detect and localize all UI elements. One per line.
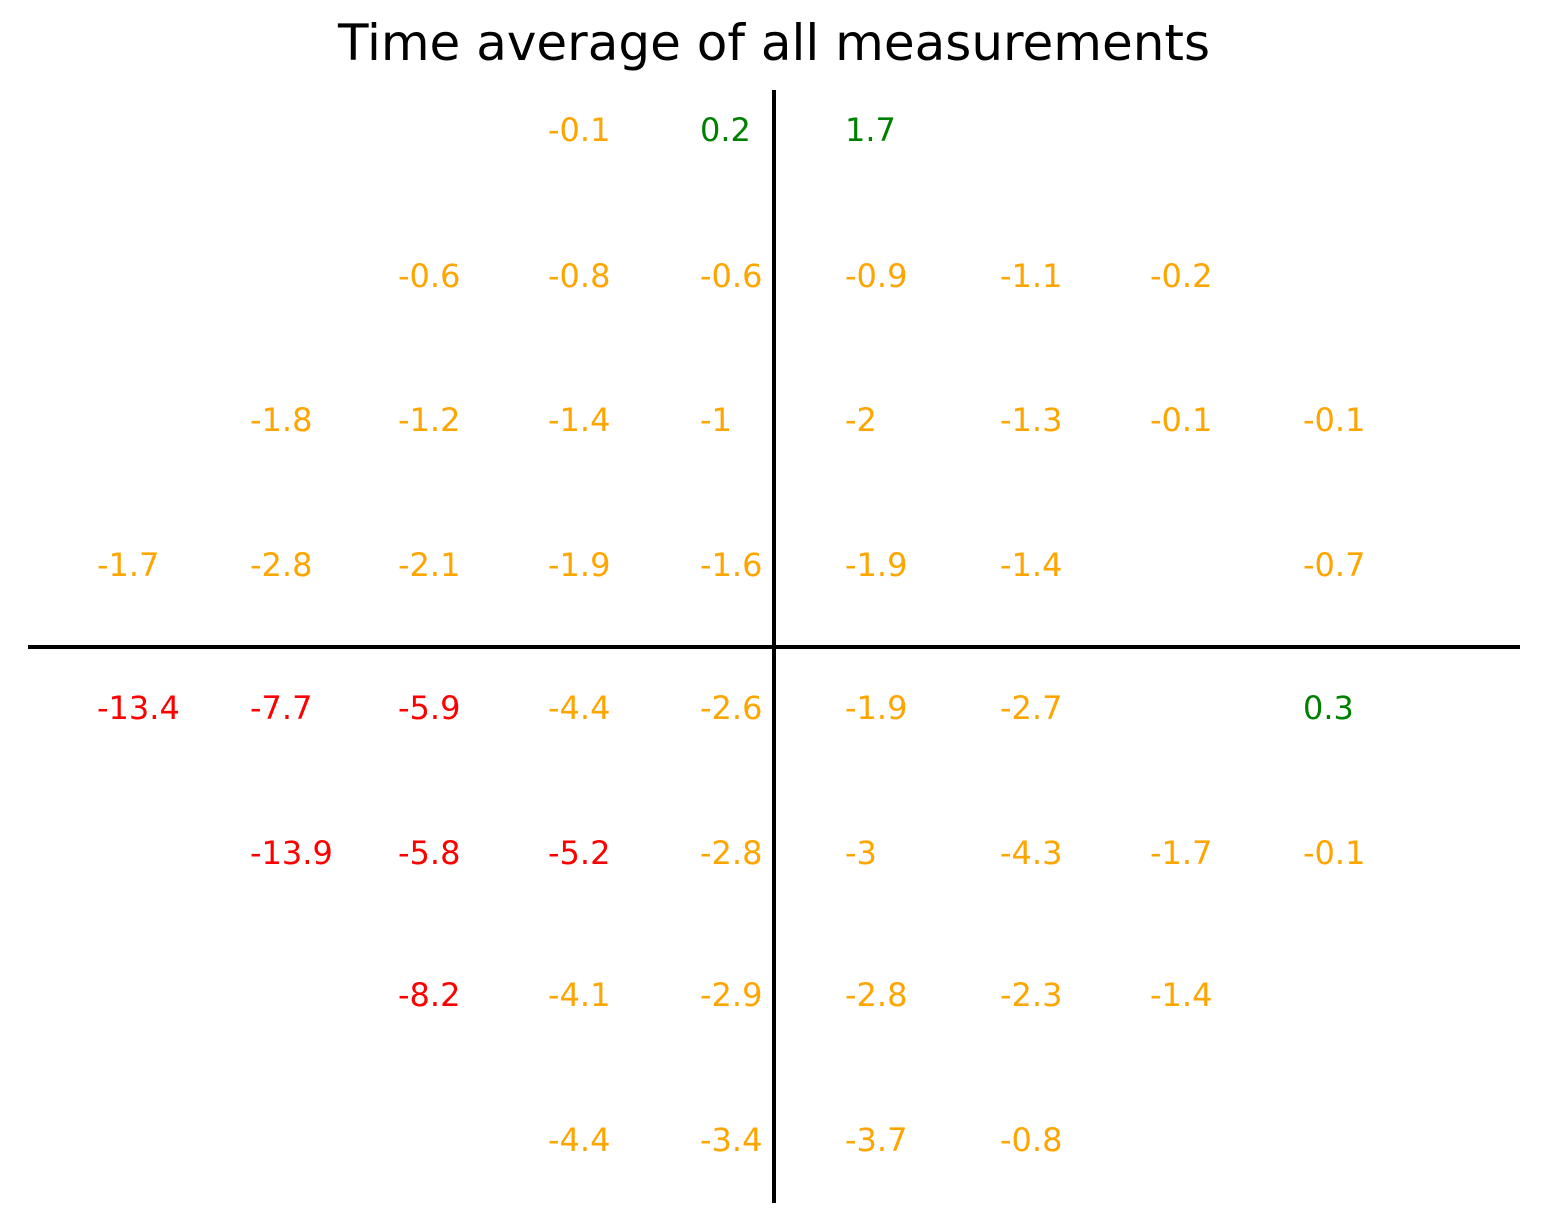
cell-value: -2.1 <box>398 546 461 584</box>
cell-value: -2.6 <box>700 689 763 727</box>
x-axis-line <box>28 645 1520 649</box>
cell-value: -1.7 <box>1150 834 1213 872</box>
cell-value: -1.7 <box>97 546 160 584</box>
cell-value: -1.9 <box>548 546 611 584</box>
cell-value: -0.6 <box>700 257 763 295</box>
cell-value: -4.3 <box>1000 834 1063 872</box>
cell-value: -0.8 <box>1000 1121 1063 1159</box>
cell-value: -1.6 <box>700 546 763 584</box>
cell-value: 0.2 <box>700 111 751 149</box>
cell-value: 1.7 <box>845 111 896 149</box>
cell-value: -0.9 <box>845 257 908 295</box>
cell-value: -0.1 <box>1303 834 1366 872</box>
cell-value: -0.6 <box>398 257 461 295</box>
cell-value: -1.2 <box>398 401 461 439</box>
cell-value: -5.9 <box>398 689 461 727</box>
cell-value: -13.9 <box>250 834 333 872</box>
cell-value: -1.4 <box>548 401 611 439</box>
cell-value: -1 <box>700 401 732 439</box>
cell-value: -2 <box>845 401 877 439</box>
cell-value: -13.4 <box>97 689 180 727</box>
cell-value: -0.7 <box>1303 546 1366 584</box>
cell-value: -3 <box>845 834 877 872</box>
cell-value: -4.4 <box>548 689 611 727</box>
cell-value: -0.1 <box>1303 401 1366 439</box>
cell-value: -1.9 <box>845 689 908 727</box>
cell-value: -2.3 <box>1000 976 1063 1014</box>
cell-value: -1.4 <box>1000 546 1063 584</box>
cell-value: -8.2 <box>398 976 461 1014</box>
cell-value: -3.4 <box>700 1121 763 1159</box>
cell-value: 0.3 <box>1303 689 1354 727</box>
cell-value: -1.3 <box>1000 401 1063 439</box>
cell-value: -1.9 <box>845 546 908 584</box>
cell-value: -5.8 <box>398 834 461 872</box>
cell-value: -5.2 <box>548 834 611 872</box>
cell-value: -0.2 <box>1150 257 1213 295</box>
cell-value: -0.1 <box>548 111 611 149</box>
cell-value: -1.1 <box>1000 257 1063 295</box>
cell-value: -2.9 <box>700 976 763 1014</box>
cell-value: -2.8 <box>250 546 313 584</box>
cell-value: -4.1 <box>548 976 611 1014</box>
chart-title: Time average of all measurements <box>337 14 1211 72</box>
cell-value: -1.8 <box>250 401 313 439</box>
cell-value: -3.7 <box>845 1121 908 1159</box>
cell-value: -2.8 <box>700 834 763 872</box>
cell-value: -2.7 <box>1000 689 1063 727</box>
cell-value: -2.8 <box>845 976 908 1014</box>
cell-value: -1.4 <box>1150 976 1213 1014</box>
cell-value: -0.1 <box>1150 401 1213 439</box>
cell-value: -0.8 <box>548 257 611 295</box>
cell-value: -4.4 <box>548 1121 611 1159</box>
cell-value: -7.7 <box>250 689 313 727</box>
